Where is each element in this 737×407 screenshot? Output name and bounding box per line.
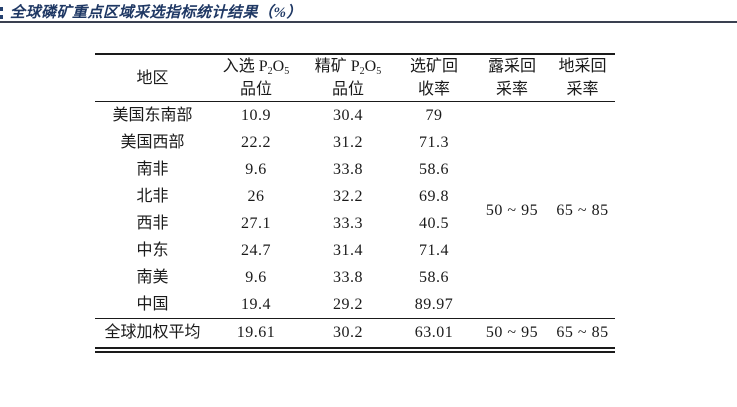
cell-underground-recovery-merged: 65 ~ 85 — [556, 201, 609, 219]
subscript: 2 — [267, 66, 273, 77]
cell-feed-grade: 19.4 — [241, 296, 271, 313]
cell-beneficiation-recovery: 58.6 — [419, 269, 449, 286]
clipped-text-mark — [0, 7, 3, 23]
cell-region: 全球加权平均 — [95, 318, 210, 350]
table-row: 美国东南部 10.9 30.4 79 50 ~ 95 65 ~ 85 — [95, 102, 615, 219]
col-header-region: 地区 — [95, 54, 210, 102]
cell-concentrate-grade: 29.2 — [333, 296, 363, 313]
col-header-underground-recovery: 地采回 采率 — [550, 54, 615, 102]
cell-concentrate-grade: 30.2 — [302, 318, 394, 350]
cell-concentrate-grade: 31.2 — [333, 134, 363, 151]
subscript: 5 — [284, 66, 290, 77]
cell-region: 南美 — [136, 269, 169, 286]
cell-feed-grade: 19.61 — [210, 318, 302, 350]
subscript: 2 — [359, 66, 365, 77]
subscript: 5 — [376, 66, 382, 77]
table-row: 中东 24.7 31.4 71.4 — [95, 237, 615, 264]
cell-open-pit-recovery-merged: 50 ~ 95 — [485, 201, 539, 219]
cell-concentrate-grade: 30.4 — [333, 107, 363, 124]
cell-feed-grade: 9.6 — [245, 269, 267, 286]
table-row: 美国西部 22.2 31.2 71.3 — [95, 129, 615, 156]
cell-concentrate-grade: 33.3 — [333, 215, 363, 232]
cell-concentrate-grade: 33.8 — [333, 161, 363, 178]
cell-region: 北非 — [136, 188, 169, 205]
cell-underground-recovery: 65 ~ 85 — [550, 318, 615, 350]
table-row: 北非 26 32.2 69.8 — [95, 183, 615, 210]
cell-region: 中国 — [136, 296, 169, 313]
cell-feed-grade: 27.1 — [241, 215, 271, 232]
cell-region: 南非 — [136, 161, 169, 178]
col-header-open-pit-recovery: 露采回 采率 — [474, 54, 550, 102]
cell-region: 西非 — [136, 215, 169, 232]
cell-beneficiation-recovery: 71.4 — [419, 242, 449, 259]
col-header-beneficiation-recovery: 选矿回 收率 — [394, 54, 474, 102]
cell-beneficiation-recovery: 89.97 — [414, 296, 454, 313]
table-row: 南美 9.6 33.8 58.6 — [95, 264, 615, 291]
footer-row: 全球加权平均 19.61 30.2 63.01 50 ~ 95 65 ~ 85 — [95, 318, 615, 350]
cell-feed-grade: 24.7 — [241, 242, 271, 259]
page-title: 全球磷矿重点区域采选指标统计结果（%） — [10, 5, 302, 21]
cell-feed-grade: 22.2 — [241, 134, 271, 151]
title-underline — [0, 21, 737, 23]
table-row: 西非 27.1 33.3 40.5 — [95, 210, 615, 237]
cell-feed-grade: 10.9 — [241, 107, 271, 124]
cell-beneficiation-recovery: 69.8 — [419, 188, 449, 205]
cell-region: 美国西部 — [120, 134, 185, 151]
cell-beneficiation-recovery: 79 — [425, 107, 443, 124]
cell-feed-grade: 9.6 — [245, 161, 267, 178]
cell-beneficiation-recovery: 63.01 — [394, 318, 474, 350]
cell-concentrate-grade: 32.2 — [333, 188, 363, 205]
cell-concentrate-grade: 33.8 — [333, 269, 363, 286]
phosphate-stats-table: 地区 入选 P2O5 品位 精矿 P2O5 品位 选矿回 收率 露采回 采率 — [95, 53, 615, 353]
cell-region: 中东 — [136, 242, 169, 259]
cell-beneficiation-recovery: 40.5 — [419, 215, 449, 232]
cell-beneficiation-recovery: 58.6 — [419, 161, 449, 178]
cell-region: 美国东南部 — [112, 107, 193, 124]
cell-beneficiation-recovery: 71.3 — [419, 134, 449, 151]
cell-open-pit-recovery: 50 ~ 95 — [474, 318, 550, 350]
table-row: 南非 9.6 33.8 58.6 — [95, 156, 615, 183]
table-row: 中国 19.4 29.2 89.97 — [95, 291, 615, 319]
cell-concentrate-grade: 31.4 — [333, 242, 363, 259]
col-header-concentrate-grade: 精矿 P2O5 品位 — [302, 54, 394, 102]
col-header-feed-grade: 入选 P2O5 品位 — [210, 54, 302, 102]
cell-feed-grade: 26 — [247, 188, 265, 205]
header-row: 地区 入选 P2O5 品位 精矿 P2O5 品位 选矿回 收率 露采回 采率 — [95, 54, 615, 102]
